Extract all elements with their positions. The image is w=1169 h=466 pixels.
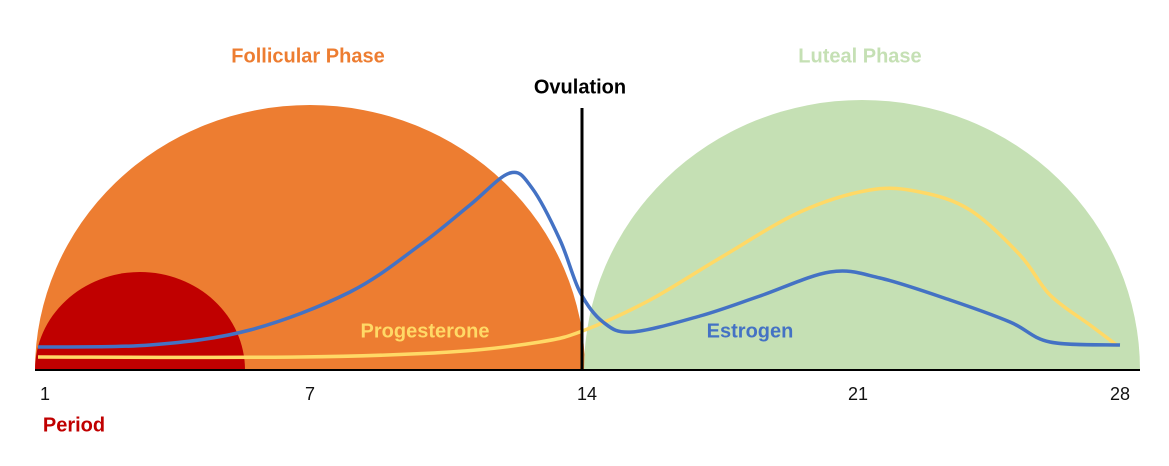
day-tick: 1 bbox=[40, 384, 50, 404]
period-label: Period bbox=[43, 414, 105, 436]
day-tick: 14 bbox=[577, 384, 597, 404]
progesterone-curve bbox=[37, 186, 1120, 360]
ovulation-label: Ovulation bbox=[534, 76, 626, 98]
day-tick: 7 bbox=[305, 384, 315, 404]
luteal-dome bbox=[584, 100, 1140, 370]
follicular-label: Follicular Phase bbox=[231, 45, 384, 67]
day-tick: 21 bbox=[848, 384, 868, 404]
luteal-label: Luteal Phase bbox=[798, 45, 921, 67]
estrogen-curve bbox=[37, 170, 1121, 349]
estrogen-label: Estrogen bbox=[707, 320, 794, 342]
day-tick: 28 bbox=[1110, 384, 1130, 404]
progesterone-label: Progesterone bbox=[361, 320, 490, 342]
